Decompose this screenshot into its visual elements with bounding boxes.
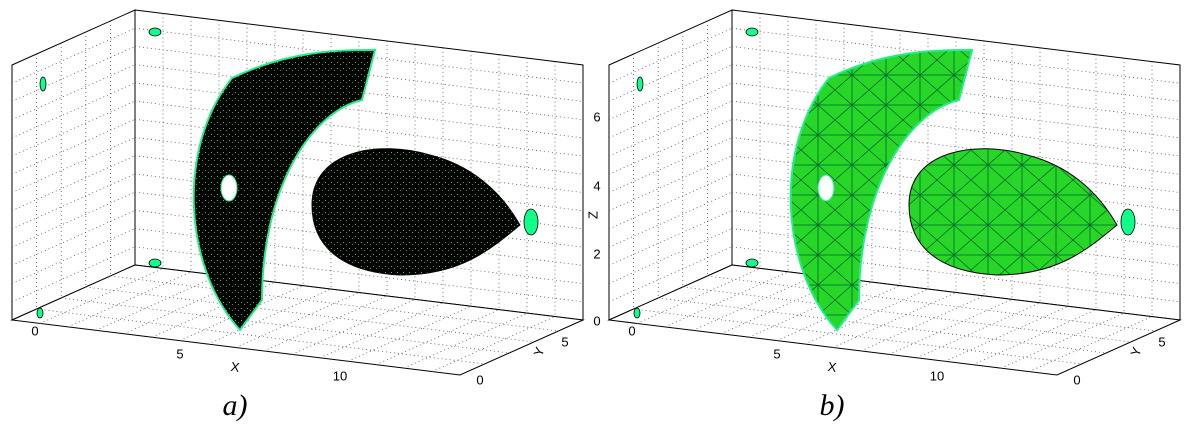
x-tick-label: 0 [628,323,635,338]
x-tick-label: 5 [773,346,780,361]
z-tick-label: 6 [593,109,600,124]
x-axis-title: X [230,359,241,375]
y-tick-label: 5 [561,334,568,349]
shell-hole [221,175,237,201]
small-object [40,77,46,91]
small-object [149,28,161,36]
y-tick-label: 5 [1158,334,1165,349]
y-tick-label: 0 [476,372,483,387]
small-object [524,209,538,235]
x-tick-label: 5 [176,346,183,361]
z-axis-title: Z [585,211,600,219]
z-tick-label: 4 [593,178,600,193]
z-tick-label: 0 [593,313,600,328]
figure: 0510X05Y0246Za)0510X05Yb) [0,0,1194,427]
panel-caption: b) [820,389,845,422]
small-object [746,259,758,267]
shell-hole [818,175,834,201]
y-tick-label: 0 [1073,372,1080,387]
x-axis-title: X [827,359,838,375]
y-axis-title: Y [530,345,547,359]
panel-caption: a) [223,389,248,422]
small-object [1121,209,1135,235]
z-tick-label: 2 [593,246,600,261]
y-axis-title: Y [1127,345,1144,359]
small-object [634,308,640,318]
small-object [149,259,161,267]
small-object [37,308,43,318]
x-tick-label: 10 [930,368,944,383]
x-tick-label: 10 [333,368,347,383]
small-object [746,28,758,36]
panel: 0510X05Yb) [609,10,1180,422]
x-tick-label: 0 [31,323,38,338]
small-object [637,77,643,91]
